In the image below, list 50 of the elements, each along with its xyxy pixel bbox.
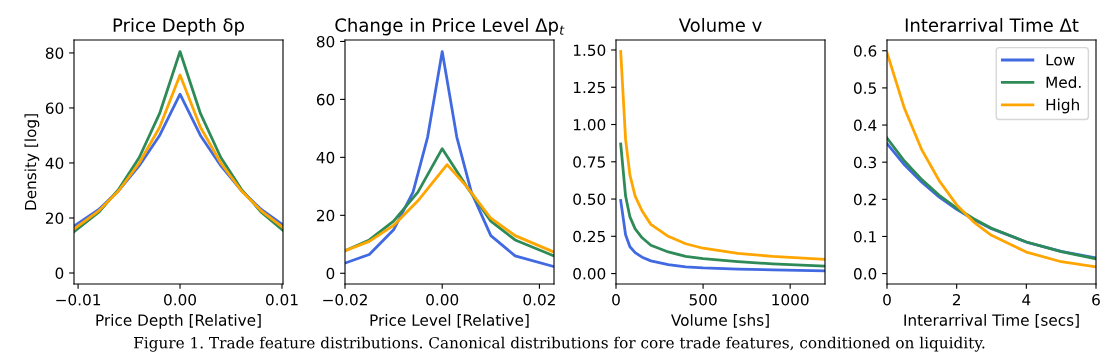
x-tick-label: 4: [1022, 294, 1031, 306]
y-tick-label: 1.50: [573, 44, 606, 57]
x-tick-label: −0.02: [323, 293, 367, 306]
y-tick-label: 1.25: [573, 81, 605, 94]
y-tick-label: 60: [45, 102, 64, 114]
legend-label: Low: [1046, 54, 1075, 66]
y-tick-label: 0.75: [573, 156, 605, 168]
x-tick-label: 0.02: [523, 293, 555, 306]
x-tick-label: 6: [1092, 293, 1100, 306]
y-tick-label: 0: [55, 267, 64, 280]
y-tick-label: 0.00: [573, 268, 606, 280]
y-tick-label: 0.6: [853, 45, 877, 57]
y-tick-label: 40: [316, 151, 335, 164]
x-tick-label: 0: [612, 293, 620, 306]
legend-label: Med.: [1046, 76, 1081, 88]
y-tick-label: 0.0: [853, 268, 877, 280]
y-tick-label: 0.3: [853, 156, 877, 169]
x-tick-label: 0.01: [265, 293, 298, 306]
x-axis-title: Price Level [Relative]: [370, 314, 529, 328]
x-tick-label: −0.01: [56, 293, 101, 306]
chart-title: Price Depth δp: [113, 17, 245, 36]
chart-title: Change in Price Level Δp$_{t}$: [335, 17, 565, 36]
chart-title: Interarrival Time Δt: [905, 17, 1079, 32]
x-axis-title: Interarrival Time [secs]: [904, 314, 1079, 328]
x-tick-label: 0: [883, 293, 891, 306]
y-tick-label: 0.50: [573, 193, 606, 206]
x-tick-label: 1000: [772, 293, 809, 306]
chart-title: Volume v: [678, 17, 762, 32]
legend-label: High: [1046, 98, 1079, 114]
y-tick-label: 80: [45, 47, 64, 59]
y-tick-label: 20: [45, 212, 64, 224]
y-tick-label: 60: [316, 93, 335, 106]
y-tick-label: 0.1: [853, 230, 876, 243]
y-tick-label: 20: [316, 209, 335, 222]
y-tick-label: 0.25: [573, 230, 605, 243]
y-tick-label: 0.2: [853, 193, 876, 206]
x-tick-label: 0.00: [164, 293, 197, 306]
y-tick-label: 0.5: [853, 82, 876, 94]
y-tick-label: 1.00: [573, 118, 606, 131]
x-axis-title: Price Depth [Relative]: [96, 314, 261, 329]
x-axis-title: Volume [shs]: [671, 314, 769, 328]
caption: Figure 1. Trade feature distributions. Canonical distributions for core trade features, conditioned on liquidity.: [134, 336, 985, 352]
x-tick-label: 500: [689, 293, 717, 306]
y-axis-title: Density [log]: [24, 114, 40, 210]
y-tick-label: 80: [316, 35, 335, 48]
y-tick-label: 0.4: [853, 119, 877, 132]
y-tick-label: 0: [326, 267, 335, 280]
x-tick-label: 0.00: [426, 293, 459, 306]
x-tick-label: 2: [952, 293, 960, 306]
y-tick-label: 40: [45, 157, 64, 169]
